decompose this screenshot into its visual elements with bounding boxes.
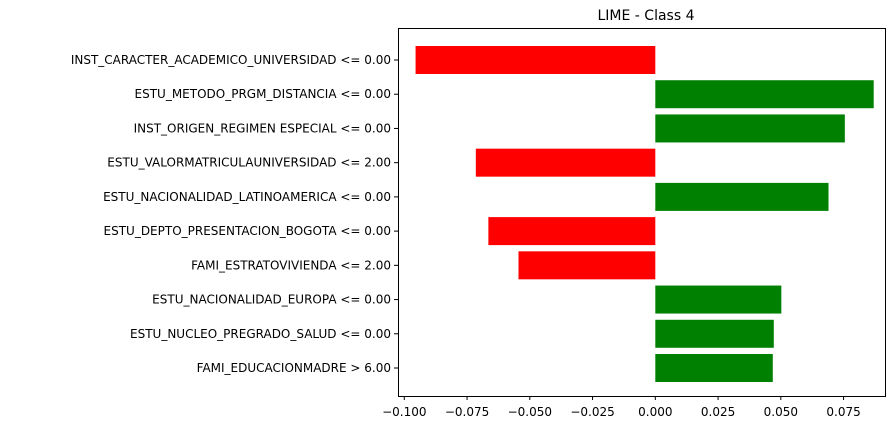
y-tick-label: ESTU_NACIONALIDAD_EUROPA <= 0.00 <box>152 293 391 307</box>
bar <box>655 319 774 348</box>
bar <box>655 182 829 211</box>
bar <box>655 285 782 314</box>
x-tick-label: −0.025 <box>570 405 614 419</box>
chart-title: LIME - Class 4 <box>598 8 695 24</box>
x-tick-label: 0.025 <box>701 405 735 419</box>
x-tick-label: 0.050 <box>764 405 798 419</box>
x-tick-label: 0.000 <box>638 405 672 419</box>
bar <box>518 251 656 280</box>
bar <box>655 114 845 143</box>
y-tick-labels: INST_CARACTER_ACADEMICO_UNIVERSIDAD <= 0… <box>71 53 398 375</box>
x-tick-label: −0.075 <box>445 405 489 419</box>
bars-group <box>415 46 874 382</box>
x-tick-label: −0.050 <box>508 405 552 419</box>
bar <box>415 46 656 74</box>
x-tick-label: −0.100 <box>382 405 426 419</box>
y-tick-label: INST_CARACTER_ACADEMICO_UNIVERSIDAD <= 0… <box>71 53 391 67</box>
plot-frame <box>398 28 886 397</box>
y-tick-label: ESTU_NUCLEO_PREGRADO_SALUD <= 0.00 <box>130 327 391 341</box>
x-axis: −0.100 −0.075 −0.050 −0.025 0.000 0.025 0.050 0… <box>382 396 861 419</box>
y-tick-label: ESTU_DEPTO_PRESENTACION_BOGOTA <= 0.00 <box>104 224 392 238</box>
y-tick-label: INST_ORIGEN_REGIMEN ESPECIAL <= 0.00 <box>134 121 391 135</box>
y-tick-label: FAMI_EDUCACIONMADRE > 6.00 <box>197 361 391 375</box>
y-tick-label: FAMI_ESTRATOVIVIENDA <= 2.00 <box>191 258 391 272</box>
y-tick-label: ESTU_NACIONALIDAD_LATINOAMERICA <= 0.00 <box>103 190 391 204</box>
bar <box>655 80 874 109</box>
bar <box>475 148 656 177</box>
bar <box>655 354 773 382</box>
x-tick-label: 0.075 <box>826 405 860 419</box>
bar <box>488 217 656 246</box>
y-tick-label: ESTU_VALORMATRICULAUNIVERSIDAD <= 2.00 <box>107 156 391 170</box>
y-tick-label: ESTU_METODO_PRGM_DISTANCIA <= 0.00 <box>135 87 392 101</box>
